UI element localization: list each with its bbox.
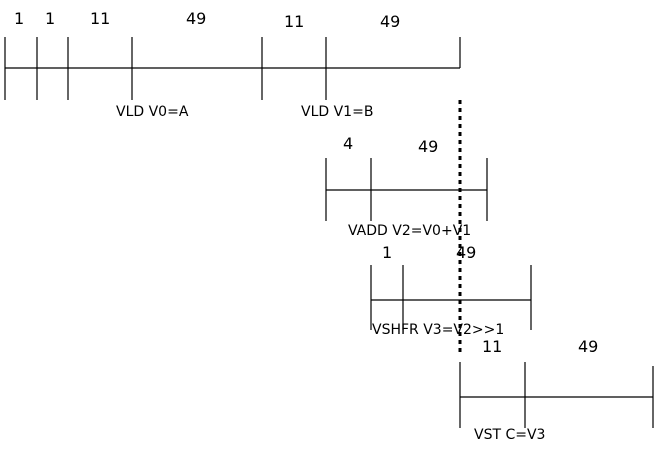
row-vst: 11 49 VST C=V3 [459, 337, 654, 443]
segment-count: 49 [578, 337, 598, 356]
row-vld: 1 1 11 49 11 49 VLD V0=A VLD V1=B [4, 9, 461, 120]
instruction-label: VST C=V3 [474, 427, 545, 443]
row-vadd: 4 49 VADD V2=V0+V1 [325, 134, 488, 239]
segment-count: 49 [380, 12, 400, 31]
segment-count: 49 [418, 137, 438, 156]
segment-count: 1 [45, 9, 55, 28]
instruction-label: VADD V2=V0+V1 [348, 223, 471, 239]
segment-count: 11 [284, 12, 304, 31]
segment-count: 49 [186, 9, 206, 28]
segment-count: 11 [90, 9, 110, 28]
row-vshfr: 1 49 VSHFR V3=V2>>1 [370, 243, 532, 338]
instruction-label: VLD V1=B [301, 104, 373, 120]
segment-count: 11 [482, 337, 502, 356]
segment-count: 4 [343, 134, 353, 153]
segment-count: 1 [382, 243, 392, 262]
instruction-label: VSHFR V3=V2>>1 [372, 322, 504, 338]
instruction-label: VLD V0=A [116, 104, 189, 120]
segment-count: 1 [14, 9, 24, 28]
